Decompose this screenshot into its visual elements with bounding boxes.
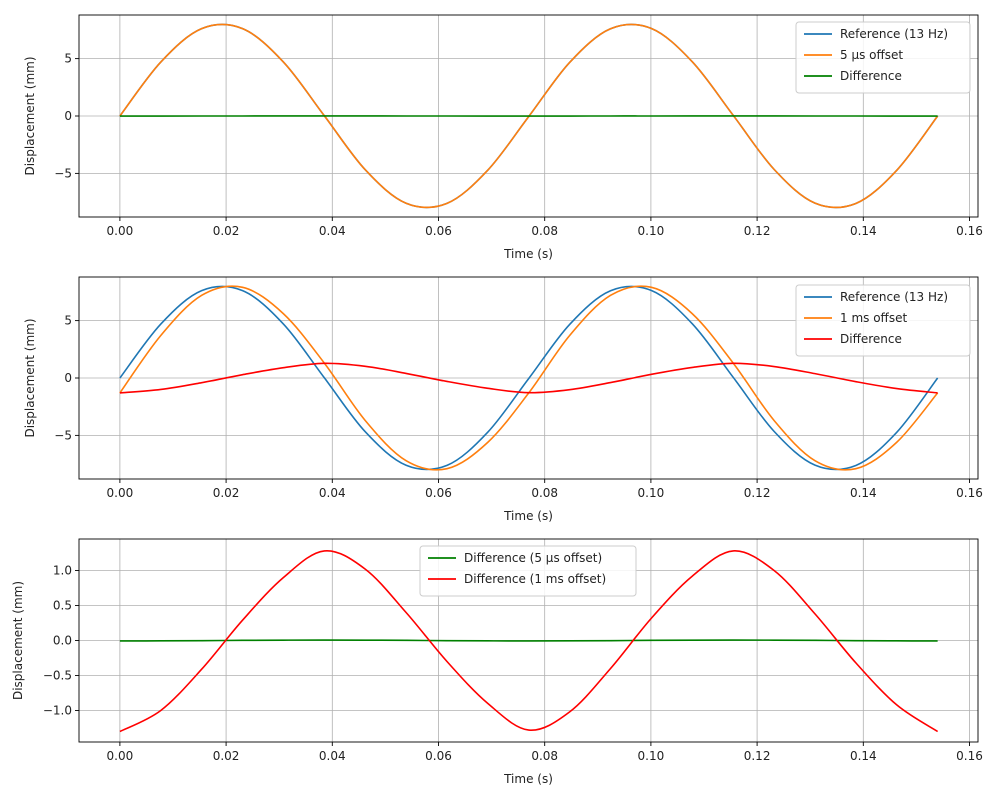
x-tick-label: 0.10 [638,224,665,238]
legend-box [795,21,971,94]
legend: Reference (13 Hz) 5 µs offset Difference [795,21,971,94]
chart-1: 0.00 0.02 0.04 0.06 0.08 0.10 0.12 0.14 0.16 Time… [23,14,983,261]
y-tick-label: 1.0 [53,564,72,578]
y-tick-label: −1.0 [43,704,72,718]
x-tick-label: 0.16 [956,749,983,763]
x-tick-label: 0.12 [744,749,771,763]
x-axis: 0.00 0.02 0.04 0.06 0.08 0.10 0.12 0.14 0.16 [107,742,983,763]
x-axis-label: Time (s) [503,509,553,523]
x-tick-label: 0.16 [956,224,983,238]
legend: Difference (5 µs offset) Difference (1 ms… [419,545,637,597]
series-line-2 [119,550,939,733]
y-axis-label: Displacement (mm) [23,318,37,437]
legend-label: Difference (5 µs offset) [464,551,602,565]
x-tick-label: 0.16 [956,486,983,500]
y-tick-label: 0 [64,109,72,123]
x-tick-label: 0.00 [107,224,134,238]
legend-box [419,545,637,597]
x-tick-label: 0.08 [531,486,558,500]
y-tick-label: 5 [64,314,72,328]
x-tick-label: 0.08 [531,224,558,238]
x-tick-label: 0.02 [213,224,240,238]
x-tick-label: 0.14 [850,224,877,238]
x-tick-label: 0.06 [425,749,452,763]
chart-3: 0.00 0.02 0.04 0.06 0.08 0.10 0.12 0.14 0.16 Time… [11,538,983,786]
y-tick-label: −5 [54,166,72,180]
series-group [119,550,939,733]
x-tick-label: 0.04 [319,224,346,238]
chart-2: 0.00 0.02 0.04 0.06 0.08 0.10 0.12 0.14 0.16 Time… [23,276,983,523]
legend-label: Difference (1 ms offset) [464,572,606,586]
y-tick-label: 0 [64,371,72,385]
x-axis: 0.00 0.02 0.04 0.06 0.08 0.10 0.12 0.14 0.16 [107,479,983,500]
y-tick-label: 5 [64,52,72,66]
x-tick-label: 0.12 [744,486,771,500]
y-tick-label: −5 [54,428,72,442]
x-tick-label: 0.08 [531,749,558,763]
y-axis-label: Displacement (mm) [11,581,25,700]
series-group [119,23,939,209]
x-tick-label: 0.06 [425,486,452,500]
x-axis-label: Time (s) [503,247,553,261]
x-tick-label: 0.10 [638,486,665,500]
x-tick-label: 0.04 [319,749,346,763]
legend-label: 1 ms offset [840,311,907,325]
series-line-1 [119,639,938,642]
series-line-1 [119,285,939,471]
legend-label: Difference [840,332,902,346]
y-axis: −5 0 5 [54,314,79,442]
y-axis-label: Displacement (mm) [23,56,37,175]
legend-box [795,284,971,357]
x-tick-label: 0.12 [744,224,771,238]
series-group [119,285,939,471]
x-axis-label: Time (s) [503,772,553,786]
x-tick-label: 0.14 [850,486,877,500]
y-tick-label: −0.5 [43,669,72,683]
y-axis: −5 0 5 [54,52,79,180]
x-tick-label: 0.14 [850,749,877,763]
legend-label: Reference (13 Hz) [840,290,948,304]
legend-label: Reference (13 Hz) [840,27,948,41]
series-line-3 [119,362,938,394]
x-tick-label: 0.00 [107,749,134,763]
y-axis: −1.0 −0.5 0.0 0.5 1.0 [43,564,79,718]
x-axis: 0.00 0.02 0.04 0.06 0.08 0.10 0.12 0.14 0.16 [107,217,983,238]
y-tick-label: 0.5 [53,599,72,613]
x-tick-label: 0.00 [107,486,134,500]
x-tick-label: 0.02 [213,486,240,500]
x-tick-label: 0.04 [319,486,346,500]
legend-label: Difference [840,69,902,83]
legend-label: 5 µs offset [840,48,903,62]
y-tick-label: 0.0 [53,634,72,648]
x-tick-label: 0.02 [213,749,240,763]
legend: Reference (13 Hz) 1 ms offset Difference [795,284,971,357]
x-tick-label: 0.10 [638,749,665,763]
x-tick-label: 0.06 [425,224,452,238]
